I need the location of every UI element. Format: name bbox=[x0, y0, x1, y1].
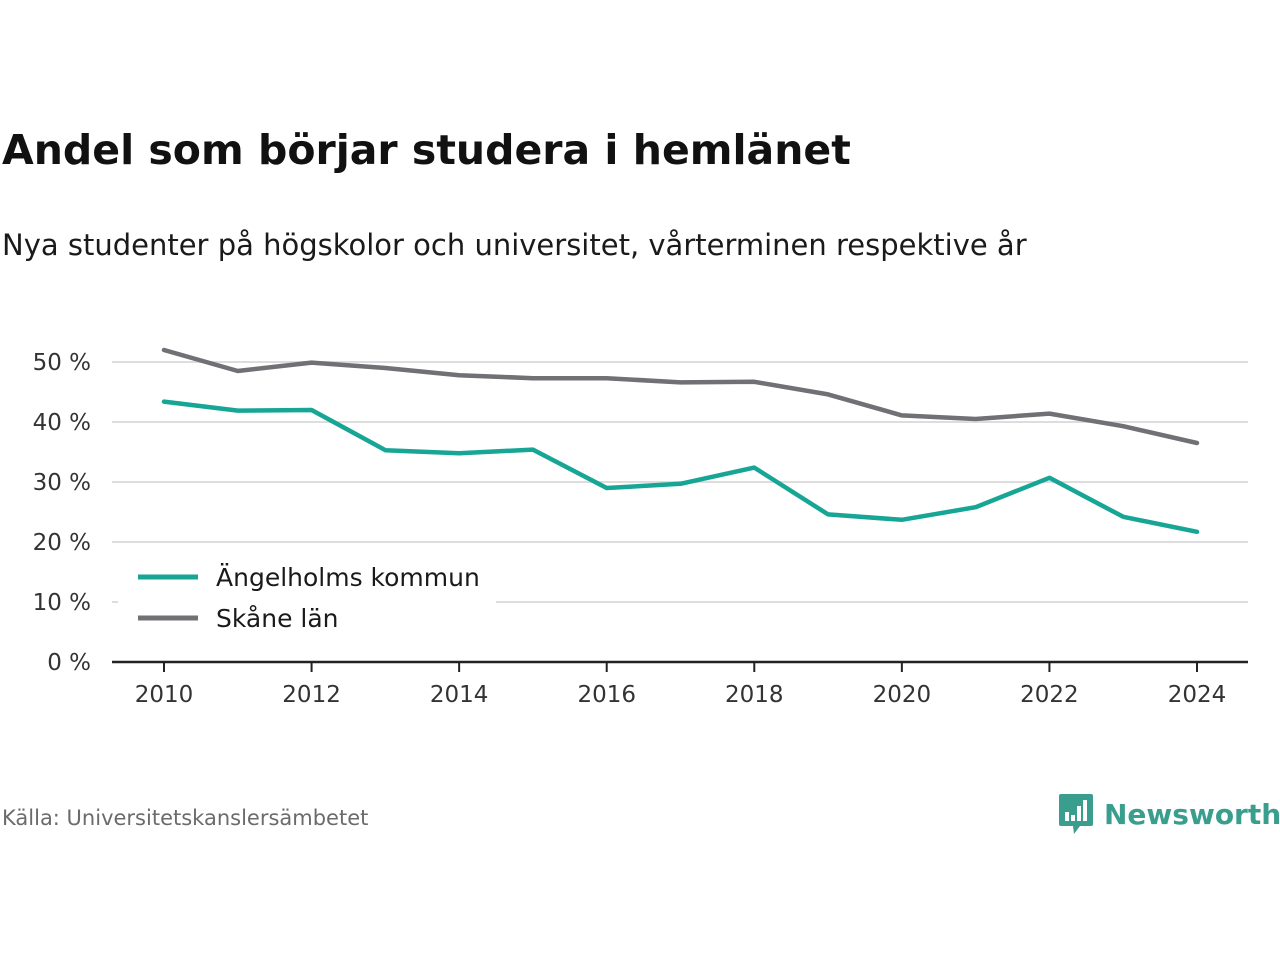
x-tick-label: 2024 bbox=[1168, 682, 1227, 708]
brand-logo: Newsworthy bbox=[1058, 792, 1280, 836]
y-axis-ticks: 0 % 10 % 20 % 30 % 40 % 50 % bbox=[33, 350, 91, 676]
legend: Ängelholms kommun Skåne län bbox=[118, 552, 496, 640]
chart-title: Andel som börjar studera i hemlänet bbox=[2, 126, 851, 174]
x-tick-label: 2010 bbox=[135, 682, 194, 708]
brand-name: Newsworthy bbox=[1104, 797, 1280, 831]
legend-label: Ängelholms kommun bbox=[216, 563, 480, 592]
series-lines bbox=[161, 347, 1200, 535]
series-line-ängelholms-kommun bbox=[161, 399, 1200, 535]
y-tick-label: 10 % bbox=[33, 590, 91, 616]
x-tick-label: 2014 bbox=[430, 682, 489, 708]
source-note: Källa: Universitetskanslersämbetet bbox=[2, 806, 369, 830]
x-tick-label: 2020 bbox=[873, 682, 932, 708]
x-axis: 2010 2012 2014 2016 2018 2020 2022 2024 bbox=[112, 660, 1248, 708]
x-tick-label: 2018 bbox=[725, 682, 784, 708]
y-tick-label: 30 % bbox=[33, 470, 91, 496]
x-tick-label: 2022 bbox=[1020, 682, 1079, 708]
chart-subtitle: Nya studenter på högskolor och universit… bbox=[2, 228, 1027, 262]
legend-label: Skåne län bbox=[216, 604, 339, 633]
x-tick-label: 2012 bbox=[282, 682, 341, 708]
y-tick-label: 40 % bbox=[33, 410, 91, 436]
y-tick-label: 20 % bbox=[33, 530, 91, 556]
y-tick-label: 50 % bbox=[33, 350, 91, 376]
x-tick-label: 2016 bbox=[577, 682, 636, 708]
y-tick-label: 0 % bbox=[47, 650, 91, 676]
bar-chart-speech-bubble-icon bbox=[1059, 794, 1093, 834]
series-line-skåne-län bbox=[161, 347, 1200, 446]
legend-background bbox=[118, 552, 496, 640]
